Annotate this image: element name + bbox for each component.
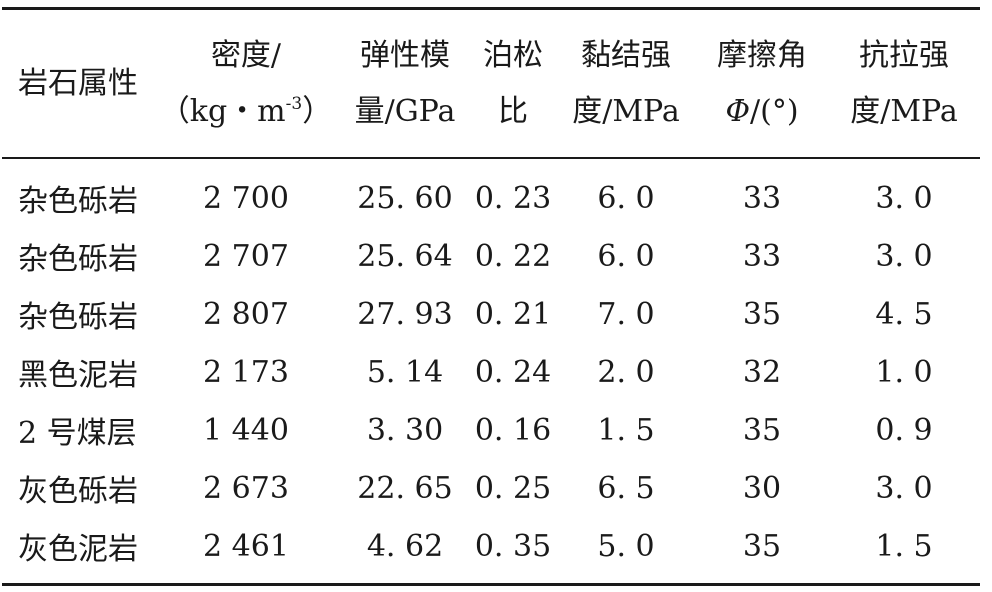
cell-poisson-ratio: 0. 22: [474, 238, 552, 274]
cell-tensile-strength: 0. 9: [875, 412, 933, 448]
cell-elastic-modulus: 3. 30: [366, 412, 444, 448]
cell-density: 2 673: [203, 470, 289, 506]
cell-rock-name: 杂色砾岩: [18, 300, 138, 335]
header-friction-angle: 摩擦角 Φ/(°): [717, 37, 807, 129]
cell-tensile-strength: 1. 0: [875, 354, 933, 390]
cell-rock-name: 灰色泥岩: [18, 532, 138, 567]
cell-friction-angle: 35: [742, 412, 782, 448]
cell-density: 2 173: [203, 354, 289, 390]
cell-elastic-modulus: 4. 62: [366, 528, 444, 564]
cell-tensile-strength: 3. 0: [875, 180, 933, 216]
cell-elastic-modulus: 27. 93: [357, 296, 453, 332]
cell-friction-angle: 30: [742, 470, 782, 506]
cell-poisson-ratio: 0. 16: [474, 412, 552, 448]
cell-cohesion: 5. 0: [597, 528, 655, 564]
cell-friction-angle: 35: [742, 528, 782, 564]
cell-elastic-modulus: 25. 60: [357, 180, 453, 216]
header-poisson-ratio: 泊松 比: [483, 37, 543, 129]
header-elastic-modulus: 弹性模 量/GPa: [354, 37, 456, 129]
cell-density: 2 461: [203, 528, 289, 564]
cell-cohesion: 6. 0: [597, 238, 655, 274]
header-row: 岩石属性 密度/ （kg・m-3） 弹性模 量/GPa 泊松 比 黏结强 度/M…: [2, 10, 980, 157]
cell-poisson-ratio: 0. 24: [474, 354, 552, 390]
table-row: 杂色砾岩 2 700 25. 60 0. 23 6. 0 33 3. 0: [2, 157, 980, 227]
table-row: 2 号煤层 1 440 3. 30 0. 16 1. 5 35 0. 9: [2, 401, 980, 459]
cell-elastic-modulus: 22. 65: [357, 470, 453, 506]
cell-rock-name: 灰色砾岩: [18, 474, 138, 509]
header-tensile-strength: 抗拉强 度/MPa: [850, 37, 958, 129]
header-cohesion: 黏结强 度/MPa: [572, 37, 680, 129]
header-density: 密度/ （kg・m-3）: [159, 37, 333, 129]
table-row: 杂色砾岩 2 807 27. 93 0. 21 7. 0 35 4. 5: [2, 285, 980, 343]
table-row: 灰色泥岩 2 461 4. 62 0. 35 5. 0 35 1. 5: [2, 517, 980, 575]
cell-friction-angle: 33: [742, 238, 782, 274]
cell-elastic-modulus: 5. 14: [366, 354, 444, 390]
table-top-rule: [2, 7, 980, 10]
cell-cohesion: 1. 5: [597, 412, 655, 448]
cell-poisson-ratio: 0. 35: [474, 528, 552, 564]
cell-tensile-strength: 4. 5: [875, 296, 933, 332]
cell-elastic-modulus: 25. 64: [357, 238, 453, 274]
table-row: 杂色砾岩 2 707 25. 64 0. 22 6. 0 33 3. 0: [2, 227, 980, 285]
table-bottom-rule: [2, 583, 980, 586]
cell-density: 1 440: [203, 412, 289, 448]
cell-poisson-ratio: 0. 23: [474, 180, 552, 216]
cell-cohesion: 6. 0: [597, 180, 655, 216]
rock-properties-table: 岩石属性 密度/ （kg・m-3） 弹性模 量/GPa 泊松 比 黏结强 度/M…: [2, 10, 980, 575]
cell-rock-name: 2 号煤层: [18, 416, 137, 451]
cell-density: 2 700: [203, 180, 289, 216]
table-header-rule: [2, 157, 980, 159]
cell-friction-angle: 35: [742, 296, 782, 332]
header-rock-property: 岩石属性: [18, 65, 138, 101]
cell-poisson-ratio: 0. 25: [474, 470, 552, 506]
cell-tensile-strength: 3. 0: [875, 470, 933, 506]
cell-rock-name: 杂色砾岩: [18, 184, 138, 219]
cell-density: 2 807: [203, 296, 289, 332]
cell-cohesion: 2. 0: [597, 354, 655, 390]
cell-density: 2 707: [203, 238, 289, 274]
cell-rock-name: 黑色泥岩: [18, 358, 138, 393]
cell-tensile-strength: 1. 5: [875, 528, 933, 564]
cell-poisson-ratio: 0. 21: [474, 296, 552, 332]
table-row: 黑色泥岩 2 173 5. 14 0. 24 2. 0 32 1. 0: [2, 343, 980, 401]
cell-cohesion: 7. 0: [597, 296, 655, 332]
cell-rock-name: 杂色砾岩: [18, 242, 138, 277]
cell-friction-angle: 32: [742, 354, 782, 390]
cell-tensile-strength: 3. 0: [875, 238, 933, 274]
cell-friction-angle: 33: [742, 180, 782, 216]
cell-cohesion: 6. 5: [597, 470, 655, 506]
table-row: 灰色砾岩 2 673 22. 65 0. 25 6. 5 30 3. 0: [2, 459, 980, 517]
